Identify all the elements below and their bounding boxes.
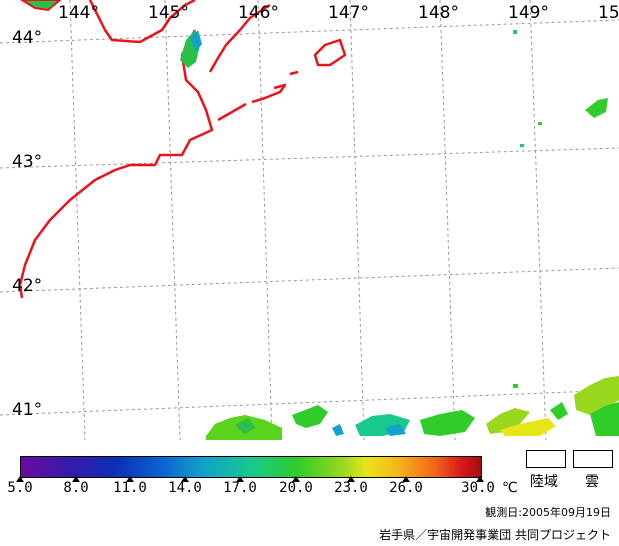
colorbar-tick-label: 17.0 (223, 480, 257, 496)
lat-label: 42° (12, 276, 43, 296)
coastline (18, 0, 347, 299)
observation-date: 観測日:2005年09月19日 (485, 506, 611, 519)
unit-label: ℃ (502, 480, 518, 496)
colorbar-tick (402, 476, 410, 482)
sst-patches-north (180, 30, 608, 147)
lat-label: 41° (12, 400, 43, 420)
colorbar-tick (236, 476, 244, 482)
colorbar-tick-label: 8.0 (63, 480, 89, 496)
credit-text: 岩手県／宇宙開発事業団 共同プロジェクト (379, 528, 611, 542)
colorbar-tick-label: 20.0 (279, 480, 313, 496)
colorbar-tick-label: 26.0 (389, 480, 423, 496)
temperature-colorbar (20, 456, 482, 478)
colorbar-tick-label: 30.0 (461, 480, 495, 496)
colorbar-tick-label: 11.0 (113, 480, 147, 496)
lat-label: 43° (12, 152, 43, 172)
land-area (20, 0, 62, 12)
lon-label: 15 (598, 3, 619, 23)
lon-label: 149° (508, 3, 549, 23)
lon-label: 148° (418, 3, 459, 23)
sst-map (0, 0, 619, 440)
colorbar-tick (347, 476, 355, 482)
colorbar-tick (72, 476, 80, 482)
lon-label: 144° (58, 3, 99, 23)
sst-patches-south (206, 376, 619, 440)
colorbar-tick (16, 476, 24, 482)
cloud-swatch (573, 450, 613, 468)
lon-label: 145° (148, 3, 189, 23)
lon-label: 146° (238, 3, 279, 23)
cloud-label: 雲 (585, 474, 599, 490)
colorbar-tick-label: 23.0 (334, 480, 368, 496)
lon-label: 147° (328, 3, 369, 23)
graticule (0, 0, 619, 440)
colorbar-tick (476, 476, 484, 482)
colorbar-tick (181, 476, 189, 482)
land-swatch (526, 450, 566, 468)
colorbar-tick (126, 476, 134, 482)
colorbar-tick (292, 476, 300, 482)
lat-label: 44° (12, 28, 43, 48)
land-label: 陸域 (530, 474, 558, 490)
colorbar-tick-label: 5.0 (7, 480, 33, 496)
colorbar-tick-label: 14.0 (168, 480, 202, 496)
